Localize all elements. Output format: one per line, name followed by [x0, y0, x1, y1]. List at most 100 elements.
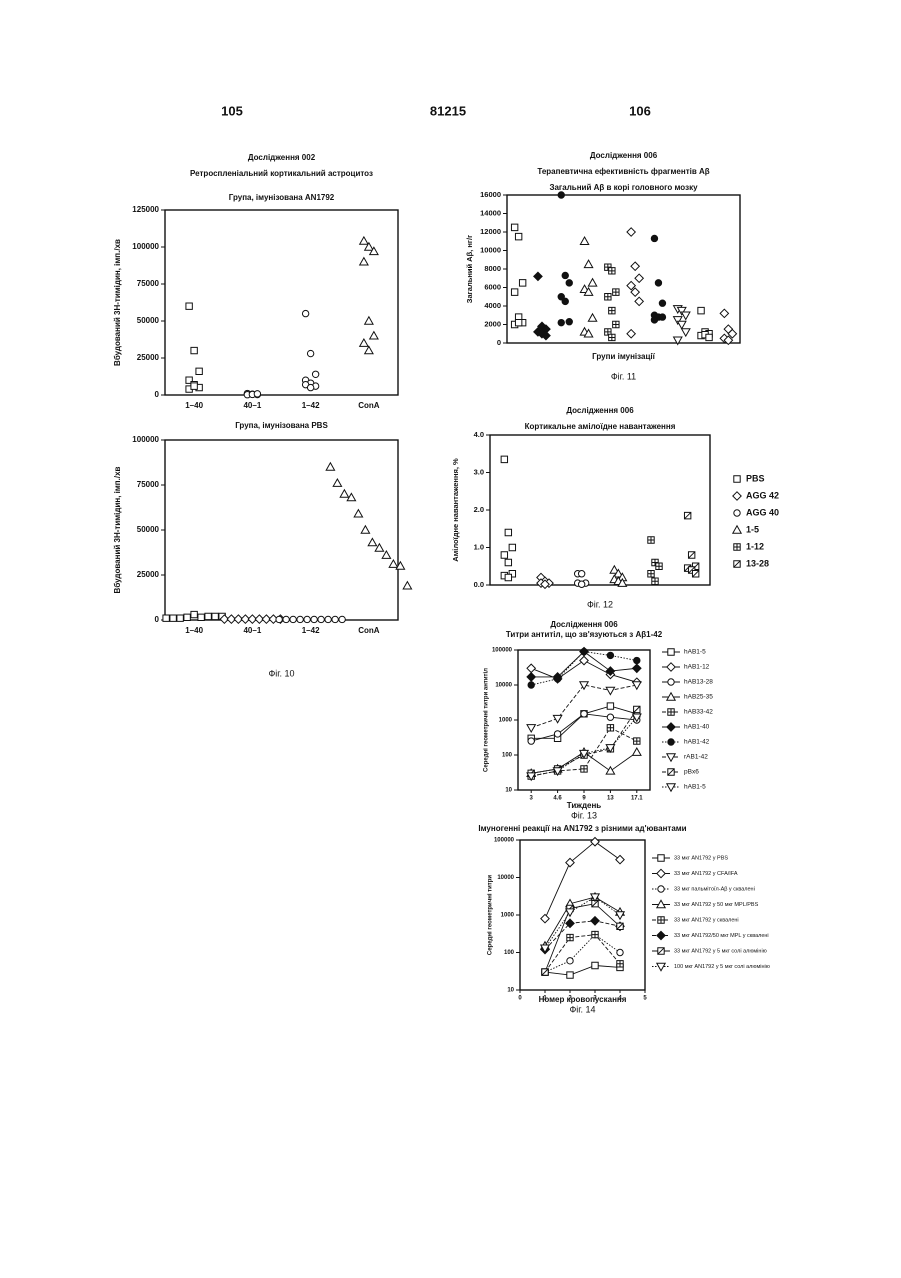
marker: [389, 560, 397, 567]
marker: [515, 319, 521, 325]
series-line: [531, 714, 637, 741]
marker: [566, 319, 572, 325]
y-tick-label: 1000: [499, 718, 513, 724]
marker: [609, 307, 615, 313]
marker: [657, 931, 665, 939]
x-tick-label: 13: [607, 796, 614, 802]
figure: Дослідження 006Титри антитіл, що зв'язую…: [484, 620, 714, 820]
marker: [304, 616, 310, 622]
marker: [659, 314, 665, 320]
marker: [698, 307, 704, 313]
marker: [635, 274, 643, 282]
marker: [733, 526, 741, 533]
marker: [668, 679, 674, 685]
marker: [592, 962, 598, 968]
plot-frame: [507, 195, 740, 343]
marker: [668, 769, 674, 775]
marker: [567, 972, 573, 978]
marker: [511, 224, 517, 230]
marker: [633, 664, 641, 672]
y-tick-label: 12000: [480, 227, 501, 236]
x-tick-label: 1–40: [185, 401, 203, 410]
caption: Фіг. 11: [611, 371, 636, 381]
legend-label: hAB1-42: [684, 739, 710, 746]
title: Дослідження 006: [566, 406, 634, 415]
marker: [290, 616, 296, 622]
marker: [562, 298, 568, 304]
marker: [191, 383, 197, 389]
marker: [613, 289, 619, 295]
figure: Дослідження 006Кортикальне амілоїдне нав…: [451, 406, 779, 609]
legend-label: AGG 42: [746, 490, 779, 500]
marker: [382, 551, 390, 558]
marker: [607, 703, 613, 709]
y-tick-label: 0: [155, 390, 160, 399]
marker: [734, 544, 740, 550]
marker: [534, 272, 542, 280]
marker: [667, 723, 675, 731]
marker: [658, 886, 664, 892]
y-axis-label: Вбудований 3Н-тимідин, імп./хв: [113, 239, 122, 366]
x-label: Номер кровопускання: [539, 995, 627, 1004]
figure: Дослідження 002Ретроспленіальний кортика…: [113, 153, 398, 410]
x-tick-label: 17.1: [631, 796, 643, 802]
y-tick-label: 0: [497, 338, 501, 347]
marker: [307, 384, 313, 390]
y-axis-label: Загальний Аβ, нг/г: [465, 235, 474, 303]
marker: [706, 334, 712, 340]
plot-frame: [490, 435, 710, 585]
y-tick-label: 75000: [137, 480, 160, 489]
marker: [567, 958, 573, 964]
marker: [528, 738, 534, 744]
marker: [339, 616, 345, 622]
marker: [360, 258, 368, 265]
marker: [609, 334, 615, 340]
marker: [562, 272, 568, 278]
marker: [684, 512, 690, 518]
legend-label: 33 мкг AN1792 у PBS: [674, 855, 728, 861]
legend-label: 33 мкг пальмітоїл-Аβ у сквалені: [674, 886, 755, 892]
marker: [613, 321, 619, 327]
marker: [648, 537, 654, 543]
marker: [678, 321, 686, 328]
marker: [692, 571, 698, 577]
figure: Група, імунізована PBSФіг. 1002500050000…: [113, 421, 411, 678]
marker: [403, 582, 411, 589]
x-tick-label: 3: [530, 796, 534, 802]
legend-label: hAB13-28: [684, 679, 713, 686]
marker: [668, 649, 674, 655]
marker: [511, 289, 517, 295]
marker: [527, 725, 535, 732]
marker: [163, 615, 169, 621]
subtitle: Титри антитіл, що зв'язуються з Аβ1-42: [506, 630, 663, 639]
marker: [609, 268, 615, 274]
plot-frame: [520, 840, 645, 990]
marker: [584, 260, 592, 267]
y-tick-label: 100: [504, 950, 515, 956]
marker: [656, 563, 662, 569]
x-tick-label: ConA: [358, 626, 380, 635]
caption: Фіг. 13: [571, 810, 597, 820]
marker: [617, 923, 623, 929]
page-number: 105: [221, 103, 243, 118]
legend-label: 33 мкг AN1792 у сквалені: [674, 917, 739, 923]
marker: [580, 237, 588, 244]
series-line: [545, 921, 620, 950]
marker: [581, 711, 587, 717]
y-axis-label: Середні геометричні титри антитіл: [484, 668, 490, 772]
legend-label: pBx6: [684, 769, 699, 776]
marker: [634, 657, 640, 663]
x-tick-label: 0: [518, 996, 522, 1002]
page-number: 106: [629, 103, 651, 118]
y-tick-label: 50000: [137, 316, 160, 325]
marker: [616, 855, 624, 863]
marker: [501, 456, 507, 462]
marker: [184, 614, 190, 620]
marker: [651, 317, 657, 323]
series-line: [531, 685, 637, 728]
patent-number: 81215: [430, 103, 466, 118]
marker: [558, 319, 564, 325]
marker: [720, 309, 728, 317]
marker: [734, 476, 740, 482]
y-tick-label: 100000: [492, 648, 513, 654]
